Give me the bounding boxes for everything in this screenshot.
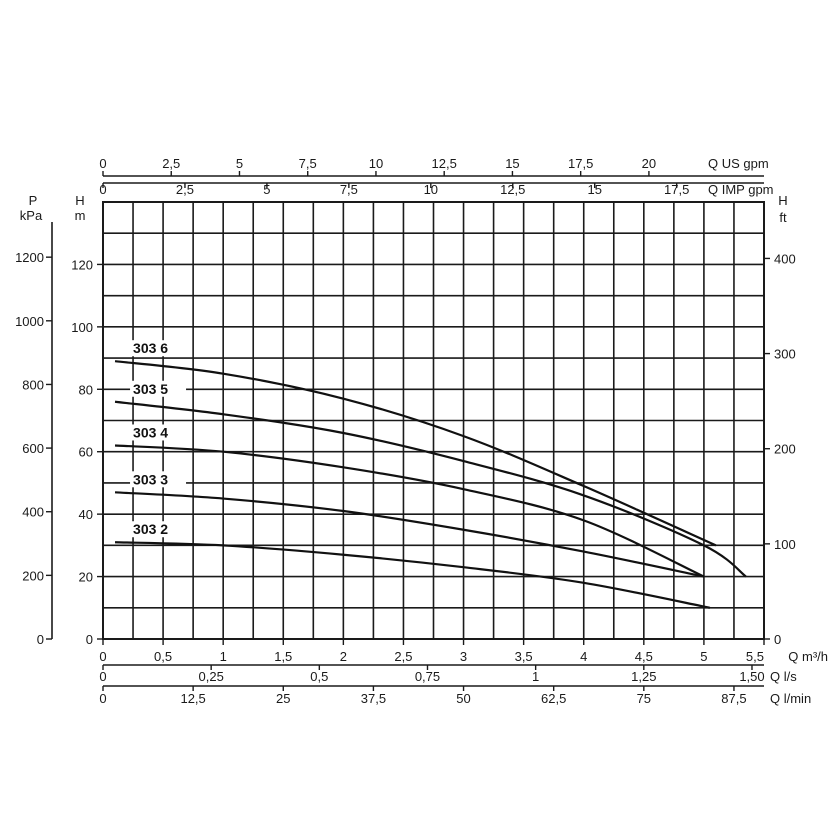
tick-label-lmin: 37,5 — [361, 691, 386, 706]
tick-label-usgpm: 5 — [236, 156, 243, 171]
tick-label-head-m: 20 — [79, 570, 93, 585]
grid — [102, 201, 765, 640]
tick-label-ls: 0,5 — [310, 669, 328, 684]
series-label-bg — [130, 340, 187, 357]
series-label: 303 6 — [133, 340, 168, 356]
axis-label-impgpm: Q IMP gpm — [708, 182, 774, 197]
axis-unit-kpa: kPa — [20, 208, 43, 223]
curves — [114, 360, 747, 609]
tick-label-lmin: 75 — [637, 691, 651, 706]
tick-label-usgpm: 12,5 — [432, 156, 457, 171]
curve-303-6 — [114, 360, 717, 547]
tick-label-head-m: 80 — [79, 382, 93, 397]
tick-label-head-ft: 0 — [774, 632, 781, 647]
tick-label-impgpm: 0 — [99, 182, 106, 197]
tick-label-m3h: 1 — [220, 649, 227, 664]
tick-label-lmin: 0 — [99, 691, 106, 706]
tick-label-impgpm: 2,5 — [176, 182, 194, 197]
tick-label-m3h: 5,5 — [746, 649, 764, 664]
tick-label-m3h: 1,5 — [274, 649, 292, 664]
tick-label-kpa: 400 — [22, 505, 44, 520]
tick-label-impgpm: 10 — [424, 182, 438, 197]
tick-label-lmin: 12,5 — [180, 691, 205, 706]
tick-label-ls: 1,25 — [631, 669, 656, 684]
tick-label-impgpm: 15 — [587, 182, 601, 197]
axis-label-usgpm: Q US gpm — [708, 156, 769, 171]
axis-unit-ft: ft — [779, 210, 787, 225]
tick-label-head-m: 120 — [71, 257, 93, 272]
tick-label-impgpm: 7,5 — [340, 182, 358, 197]
tick-label-kpa: 200 — [22, 568, 44, 583]
tick-label-m3h: 4 — [580, 649, 587, 664]
tick-label-usgpm: 17,5 — [568, 156, 593, 171]
axis-labels: 0 0,5 1 1,5 2 2,5 3 3,5 4 4,5 5 5,5 Q m³/h 0 0,25 0,5 0,… — [15, 156, 828, 706]
tick-label-lmin: 87,5 — [721, 691, 746, 706]
tick-label-ls: 0 — [99, 669, 106, 684]
curve-303-5 — [114, 400, 747, 578]
axis-label-h-m: H — [75, 193, 84, 208]
series-label: 303 3 — [133, 471, 168, 487]
series-label-bg — [130, 521, 187, 538]
tick-label-lmin: 25 — [276, 691, 290, 706]
curve-303-2 — [114, 541, 711, 609]
tick-label-kpa: 1000 — [15, 314, 44, 329]
tick-label-m3h: 3,5 — [515, 649, 533, 664]
tick-label-head-ft: 200 — [774, 442, 796, 457]
axis-label-lmin: Q l/min — [770, 691, 811, 706]
tick-label-m3h: 4,5 — [635, 649, 653, 664]
tick-label-impgpm: 17,5 — [664, 182, 689, 197]
tick-label-kpa: 1200 — [15, 250, 44, 265]
tick-label-impgpm: 5 — [263, 182, 270, 197]
series-label-bg — [130, 424, 187, 441]
tick-label-usgpm: 15 — [505, 156, 519, 171]
tick-label-usgpm: 2,5 — [162, 156, 180, 171]
tick-label-usgpm: 20 — [642, 156, 656, 171]
tick-label-m3h: 3 — [460, 649, 467, 664]
curve-303-4 — [114, 444, 705, 578]
tick-label-ls: 1,50 — [739, 669, 764, 684]
tick-label-m3h: 0 — [99, 649, 106, 664]
tick-label-lmin: 62,5 — [541, 691, 566, 706]
tick-label-head-m: 0 — [86, 632, 93, 647]
axis-label-h-ft: H — [778, 193, 787, 208]
tick-label-ls: 1 — [532, 669, 539, 684]
tick-label-head-m: 100 — [71, 320, 93, 335]
tick-label-ls: 0,75 — [415, 669, 440, 684]
tick-label-impgpm: 12,5 — [500, 182, 525, 197]
tick-label-m3h: 5 — [700, 649, 707, 664]
axis-label-p: P — [29, 193, 38, 208]
series-label: 303 5 — [133, 381, 168, 397]
tick-label-kpa: 0 — [37, 632, 44, 647]
axes — [46, 171, 770, 691]
tick-label-m3h: 2,5 — [394, 649, 412, 664]
tick-label-kpa: 600 — [22, 441, 44, 456]
tick-label-m3h: 2 — [340, 649, 347, 664]
tick-label-usgpm: 0 — [99, 156, 106, 171]
series-label: 303 4 — [133, 424, 168, 440]
tick-label-head-ft: 100 — [774, 537, 796, 552]
series-label-bg — [130, 380, 187, 397]
tick-label-head-ft: 400 — [774, 251, 796, 266]
axis-label-m3h: Q m³/h — [788, 649, 828, 664]
tick-label-head-ft: 300 — [774, 347, 796, 362]
tick-label-usgpm: 7,5 — [299, 156, 317, 171]
plot-frame — [102, 201, 765, 640]
axis-label-ls: Q l/s — [770, 669, 797, 684]
tick-label-ls: 0,25 — [199, 669, 224, 684]
axis-unit-m: m — [75, 208, 86, 223]
series-label-bg — [130, 471, 187, 488]
tick-label-lmin: 50 — [456, 691, 470, 706]
tick-label-head-m: 40 — [79, 507, 93, 522]
tick-label-m3h: 0,5 — [154, 649, 172, 664]
curve-303-3 — [114, 491, 705, 578]
tick-label-kpa: 800 — [22, 377, 44, 392]
series-label: 303 2 — [133, 521, 168, 537]
tick-label-head-m: 60 — [79, 445, 93, 460]
tick-label-usgpm: 10 — [369, 156, 383, 171]
